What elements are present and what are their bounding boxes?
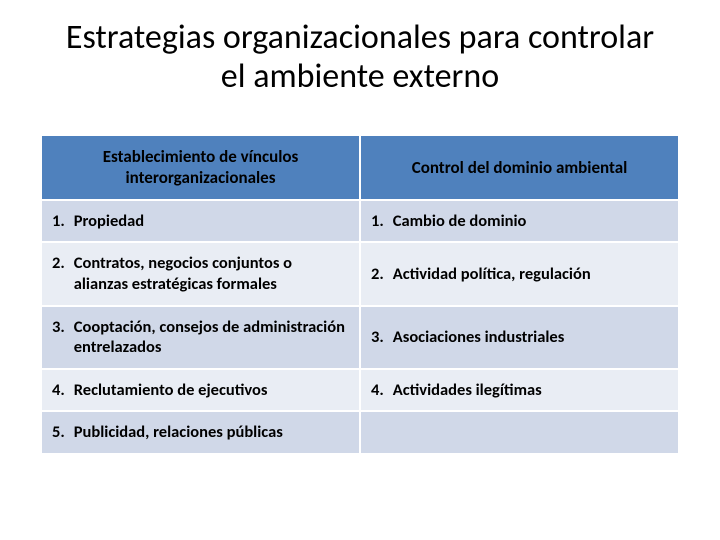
strategies-table: Establecimiento de vínculos interorganiz…	[40, 134, 680, 455]
cell-text: Publicidad, relaciones públicas	[74, 422, 349, 443]
cell-num: 3.	[371, 327, 389, 348]
cell-num: 5.	[52, 422, 70, 443]
cell-text: Cambio de dominio	[393, 211, 668, 232]
table-row: 2. Contratos, negocios conjuntos o alian…	[41, 242, 679, 305]
table-row: 1. Propiedad 1. Cambio de dominio	[41, 200, 679, 243]
cell-num: 4.	[371, 380, 389, 401]
cell-right: 4. Actividades ilegítimas	[360, 369, 679, 412]
cell-right	[360, 411, 679, 454]
column-header-left: Establecimiento de vínculos interorganiz…	[41, 135, 360, 200]
table-row: 4. Reclutamiento de ejecutivos 4. Activi…	[41, 369, 679, 412]
cell-num: 2.	[52, 253, 70, 274]
cell-text: Asociaciones industriales	[393, 327, 668, 348]
table-row: 5. Publicidad, relaciones públicas	[41, 411, 679, 454]
cell-right: 2. Actividad política, regulación	[360, 242, 679, 305]
cell-text: Actividades ilegítimas	[393, 380, 668, 401]
table-header-row: Establecimiento de vínculos interorganiz…	[41, 135, 679, 200]
cell-num: 1.	[52, 211, 70, 232]
slide-title: Estrategias organizacionales para contro…	[40, 18, 680, 96]
cell-num: 1.	[371, 211, 389, 232]
cell-text: Propiedad	[74, 211, 349, 232]
table-body: 1. Propiedad 1. Cambio de dominio 2. Con…	[41, 200, 679, 454]
cell-right: 3. Asociaciones industriales	[360, 306, 679, 369]
cell-left: 1. Propiedad	[41, 200, 360, 243]
cell-text: Cooptación, consejos de administración e…	[74, 317, 349, 358]
cell-left: 3. Cooptación, consejos de administració…	[41, 306, 360, 369]
cell-right: 1. Cambio de dominio	[360, 200, 679, 243]
cell-text: Reclutamiento de ejecutivos	[74, 380, 349, 401]
cell-num: 2.	[371, 264, 389, 285]
cell-num: 3.	[52, 317, 70, 338]
cell-text: Actividad política, regulación	[393, 264, 668, 285]
cell-left: 2. Contratos, negocios conjuntos o alian…	[41, 242, 360, 305]
table-row: 3. Cooptación, consejos de administració…	[41, 306, 679, 369]
column-header-right: Control del dominio ambiental	[360, 135, 679, 200]
cell-left: 5. Publicidad, relaciones públicas	[41, 411, 360, 454]
cell-num: 4.	[52, 380, 70, 401]
cell-text: Contratos, negocios conjuntos o alianzas…	[74, 253, 349, 294]
cell-left: 4. Reclutamiento de ejecutivos	[41, 369, 360, 412]
